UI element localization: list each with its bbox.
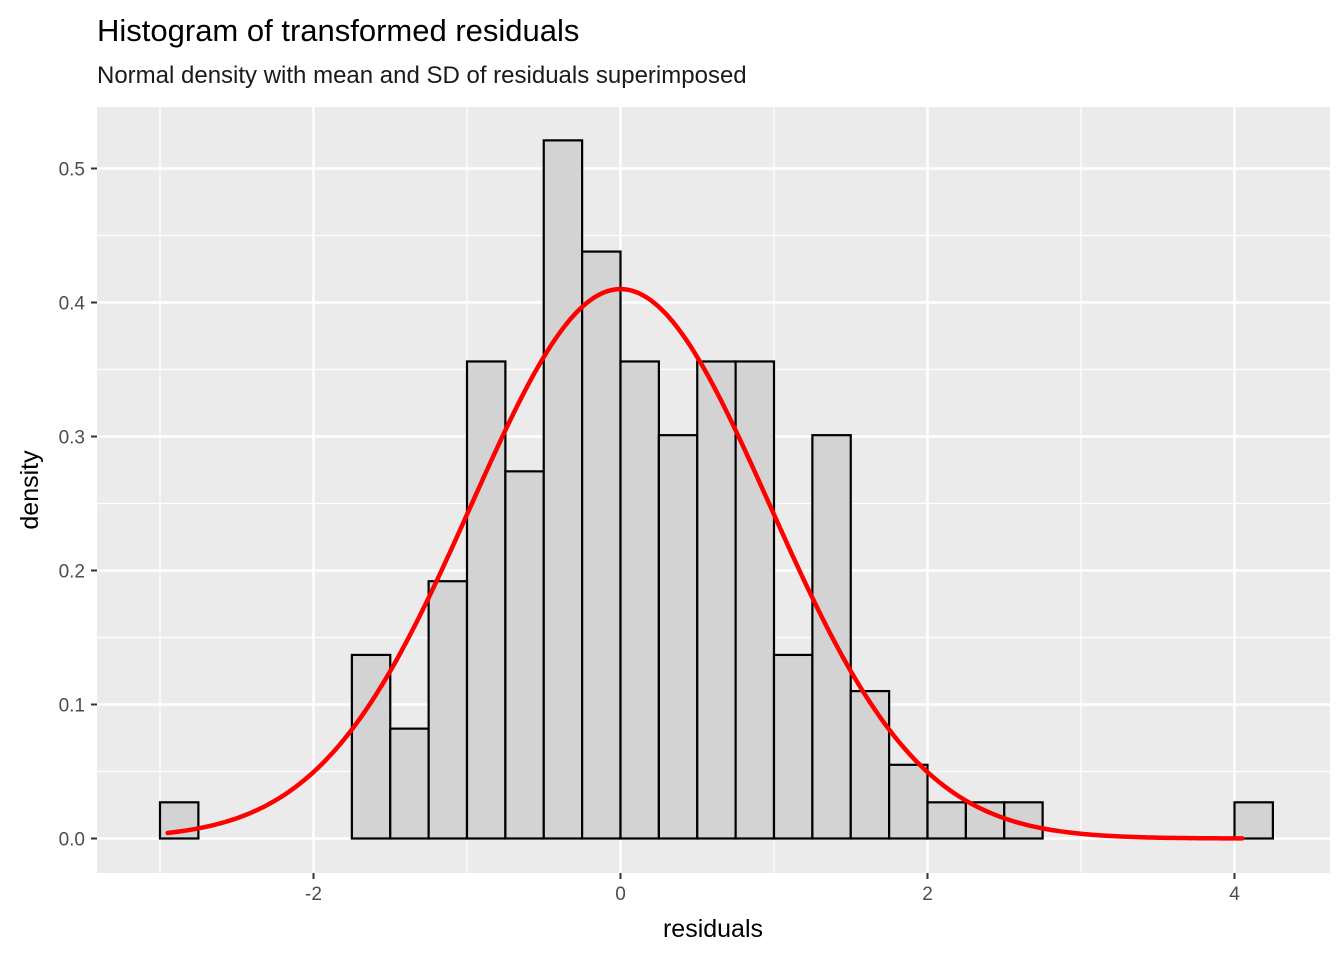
- y-tick-label: 0.2: [59, 562, 85, 583]
- y-tick-label: 0.3: [59, 428, 85, 449]
- y-tick-label: 0.1: [59, 696, 85, 717]
- histogram-bar: [849, 689, 891, 840]
- histogram-bar: [888, 763, 929, 840]
- chart-title: Histogram of transformed residuals: [97, 13, 579, 48]
- histogram-bar: [581, 250, 622, 840]
- y-tick-label: 0.0: [59, 830, 85, 851]
- histogram-bar: [696, 360, 737, 840]
- x-tick-label: 0: [615, 884, 626, 905]
- histogram-bar: [504, 470, 545, 840]
- histogram-bar: [964, 801, 1006, 840]
- histogram-bar: [772, 653, 814, 840]
- histogram-bar: [1233, 801, 1274, 840]
- y-axis-title: density: [16, 450, 44, 530]
- histogram-bar: [389, 727, 430, 840]
- y-tick-label: 0.5: [59, 160, 85, 181]
- histogram-bar: [619, 360, 660, 840]
- normal-density-curve: [165, 286, 1245, 841]
- x-axis: -2 0 2 4: [305, 873, 1240, 905]
- histogram-bar: [926, 801, 967, 840]
- x-axis-title: residuals: [663, 915, 763, 943]
- histogram-bars: [158, 139, 1274, 840]
- x-tick-label: 4: [1229, 884, 1240, 905]
- x-tick-label: 2: [922, 884, 933, 905]
- histogram-bar: [427, 580, 469, 840]
- x-tick-label: -2: [305, 884, 322, 905]
- y-tick-label: 0.4: [59, 294, 86, 315]
- histogram-bar: [734, 360, 776, 840]
- histogram-bar: [465, 360, 507, 840]
- chart-subtitle: Normal density with mean and SD of resid…: [97, 62, 747, 89]
- y-axis: 0.0 0.1 0.2 0.3 0.4 0.5: [59, 160, 97, 851]
- histogram-bar: [542, 139, 584, 840]
- histogram-bar: [657, 434, 699, 840]
